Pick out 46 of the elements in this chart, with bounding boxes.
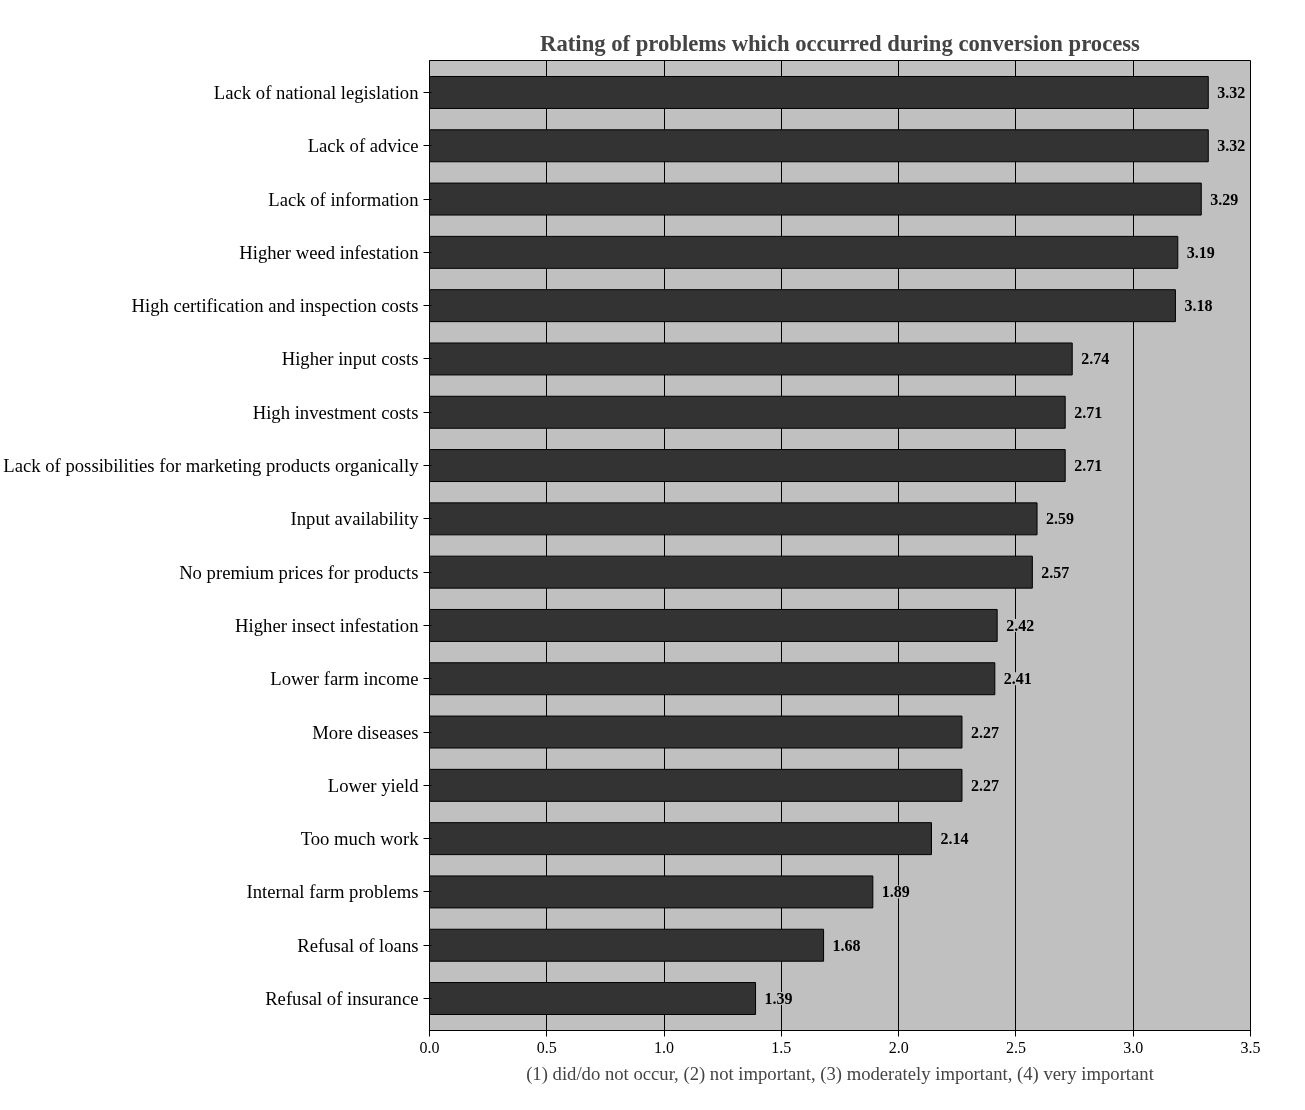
y-tick-label: Too much work [300, 828, 420, 850]
data-label: 2.71 [1074, 457, 1103, 475]
data-label: 2.42 [1006, 616, 1035, 634]
data-label: 3.32 [1217, 83, 1246, 101]
x-tick-label: 0.5 [536, 1038, 557, 1056]
y-tick-label: No premium prices for products [179, 561, 419, 583]
data-label: 1.68 [832, 936, 861, 954]
y-tick-label: Refusal of insurance [265, 988, 419, 1010]
data-label: 2.41 [1003, 670, 1032, 688]
data-label: 2.27 [970, 776, 999, 794]
x-tick-label: 3.0 [1123, 1038, 1144, 1056]
data-label: 2.57 [1041, 563, 1070, 581]
data-label: 2.71 [1074, 403, 1103, 421]
data-label: 2.14 [940, 830, 969, 848]
data-label: 1.39 [764, 990, 793, 1008]
y-tick-label: Lower yield [327, 774, 420, 796]
y-tick-label: Refusal of loans [297, 934, 419, 956]
y-tick-label: Lower farm income [270, 668, 419, 690]
data-label: 2.27 [970, 723, 999, 741]
x-tick-label: 2.0 [888, 1038, 909, 1056]
y-tick-label: Input availability [290, 508, 420, 530]
text: (1) did/do not occur, (2) not important, (3) moderately important, (4) very important [526, 1062, 1155, 1085]
y-tick-label: Lack of advice [307, 135, 419, 157]
chart-title: Rating of problems which occurred during conversion process [540, 30, 1141, 56]
y-tick-label: High certification and inspection costs [131, 295, 419, 317]
x-tick-label: 3.5 [1240, 1038, 1261, 1056]
y-tick-label: Higher weed infestation [239, 241, 420, 263]
y-tick-label: Lack of possibilities for marketing products organically [3, 455, 420, 477]
data-label: 1.89 [881, 883, 910, 901]
y-tick-label: Lack of information [268, 188, 420, 210]
data-label: 3.19 [1186, 243, 1215, 261]
x-tick-label: 1.5 [771, 1038, 792, 1056]
x-tick-label: 2.5 [1005, 1038, 1026, 1056]
data-label: 3.18 [1184, 297, 1213, 315]
y-tick-label: Internal farm problems [246, 881, 419, 903]
y-tick-label: More diseases [312, 721, 419, 743]
x-tick-label: 1.0 [654, 1038, 675, 1056]
y-tick-label: Higher input costs [281, 348, 419, 370]
data-label: 3.32 [1217, 137, 1246, 155]
y-tick-label: High investment costs [252, 401, 419, 423]
data-label: 2.59 [1046, 510, 1075, 528]
data-label: 2.74 [1081, 350, 1110, 368]
y-tick-label: Higher insect infestation [235, 614, 420, 636]
x-tick-label: 0.0 [419, 1038, 440, 1056]
data-label: 3.29 [1210, 190, 1239, 208]
y-tick-label: Lack of national legislation [213, 81, 420, 103]
